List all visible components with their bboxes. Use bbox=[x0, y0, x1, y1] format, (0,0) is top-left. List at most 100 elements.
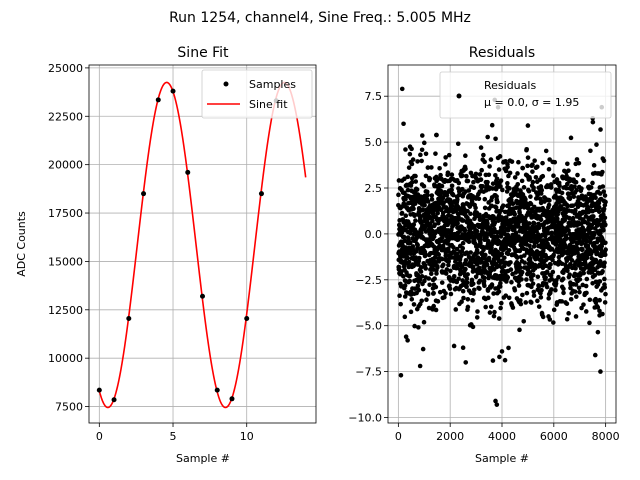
residual-point bbox=[496, 289, 502, 294]
residual-point bbox=[602, 285, 608, 290]
residual-point bbox=[531, 221, 537, 226]
residual-point bbox=[409, 179, 415, 185]
residual-outlier-17 bbox=[403, 334, 409, 340]
residual-point bbox=[570, 215, 576, 221]
residual-point bbox=[465, 215, 470, 221]
residual-point bbox=[534, 164, 540, 170]
residual-point bbox=[499, 251, 505, 257]
residual-point bbox=[592, 232, 597, 237]
residual-point bbox=[546, 202, 552, 208]
residual-point bbox=[443, 271, 449, 276]
residual-point bbox=[416, 287, 422, 293]
residual-point bbox=[438, 172, 443, 178]
residual-point bbox=[503, 293, 509, 298]
residual-point bbox=[463, 153, 468, 159]
residual-point bbox=[496, 316, 502, 321]
residual-point bbox=[451, 244, 456, 250]
residual-point bbox=[405, 174, 410, 180]
residual-point bbox=[464, 284, 469, 289]
residual-point bbox=[549, 287, 554, 292]
residual-point bbox=[564, 301, 570, 307]
residual-point bbox=[465, 178, 471, 184]
residual-point bbox=[517, 327, 522, 333]
residual-outlier-10 bbox=[490, 358, 496, 363]
residual-point bbox=[601, 264, 607, 269]
residual-point bbox=[456, 214, 461, 220]
residual-point bbox=[588, 148, 593, 154]
residual-point bbox=[477, 278, 483, 284]
residual-point bbox=[597, 191, 603, 196]
residual-point bbox=[419, 147, 425, 153]
residual-outlier-6 bbox=[460, 345, 466, 351]
residual-point bbox=[403, 213, 409, 219]
residual-point bbox=[407, 278, 412, 284]
residual-point bbox=[514, 255, 520, 260]
residual-point bbox=[418, 269, 424, 274]
sample-point-1 bbox=[111, 397, 117, 403]
residual-point bbox=[423, 252, 428, 257]
residual-point bbox=[487, 310, 493, 315]
residual-point bbox=[480, 184, 485, 189]
residual-point bbox=[596, 200, 602, 206]
residual-point bbox=[508, 197, 514, 203]
residual-point bbox=[481, 247, 486, 253]
residual-point bbox=[521, 185, 527, 190]
residual-point bbox=[434, 271, 439, 276]
residual-point bbox=[465, 296, 471, 302]
sample-point-9 bbox=[229, 396, 235, 402]
residual-outlier-2 bbox=[493, 398, 498, 404]
sample-point-11 bbox=[258, 191, 264, 197]
residual-point bbox=[507, 170, 513, 176]
residual-point bbox=[433, 284, 439, 290]
residual-point bbox=[408, 240, 413, 246]
residual-point bbox=[596, 209, 602, 215]
residual-point bbox=[406, 259, 412, 265]
residual-point bbox=[536, 284, 542, 289]
residual-point bbox=[530, 162, 535, 167]
residual-point bbox=[412, 212, 418, 218]
residual-point bbox=[434, 132, 439, 138]
residual-point bbox=[579, 193, 585, 198]
residual-point bbox=[425, 292, 431, 297]
residual-point bbox=[551, 252, 556, 258]
residual-point bbox=[427, 176, 433, 182]
residual-point bbox=[548, 185, 554, 190]
residual-point bbox=[419, 273, 425, 279]
residual-point bbox=[603, 199, 608, 205]
residual-point bbox=[420, 346, 426, 352]
residuals-points-layer bbox=[396, 86, 608, 407]
residual-point bbox=[603, 222, 608, 227]
residual-point bbox=[471, 185, 477, 190]
residual-point bbox=[521, 253, 527, 258]
residual-point bbox=[539, 187, 545, 193]
residual-point bbox=[530, 169, 535, 174]
residual-point bbox=[567, 196, 573, 202]
residual-point bbox=[577, 289, 582, 295]
residual-point bbox=[567, 272, 572, 277]
residual-point bbox=[522, 260, 527, 265]
residual-point bbox=[459, 264, 465, 270]
residual-point bbox=[597, 297, 602, 303]
residual-point bbox=[483, 304, 488, 310]
residual-point bbox=[411, 302, 417, 307]
residual-point bbox=[482, 252, 488, 258]
residual-outlier-7 bbox=[463, 360, 469, 365]
residual-point bbox=[554, 177, 560, 182]
residuals-xlabel: Sample # bbox=[475, 452, 529, 465]
residual-point bbox=[546, 296, 551, 301]
residual-point bbox=[446, 259, 452, 264]
residual-point bbox=[493, 172, 498, 178]
residual-point bbox=[531, 244, 537, 249]
residual-point bbox=[448, 268, 453, 274]
residual-point bbox=[498, 280, 503, 286]
residual-point bbox=[409, 161, 415, 167]
residual-point bbox=[565, 161, 570, 167]
residual-point bbox=[493, 205, 499, 210]
residual-point bbox=[525, 155, 531, 160]
residual-point bbox=[481, 278, 487, 284]
residual-point bbox=[492, 220, 498, 225]
residual-point bbox=[447, 286, 453, 291]
residual-point bbox=[435, 210, 440, 216]
residual-point bbox=[465, 304, 471, 310]
residual-point bbox=[449, 187, 454, 193]
